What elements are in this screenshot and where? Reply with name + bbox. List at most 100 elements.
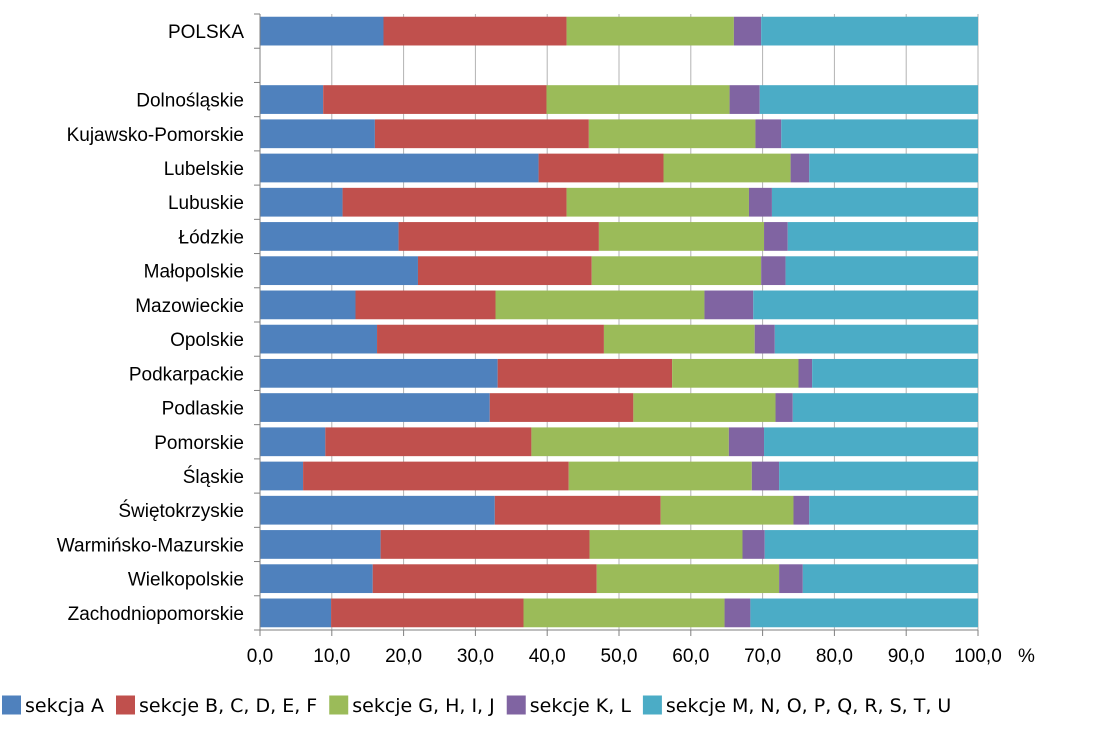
bar-segment <box>790 153 810 183</box>
bar-segment <box>260 564 373 594</box>
bar-segment <box>260 427 326 457</box>
x-tick-label: 70,0 <box>744 646 781 667</box>
legend-label: sekcja A <box>25 695 104 717</box>
bar-segment <box>538 153 664 183</box>
bar-segment <box>355 290 496 320</box>
category-label: Śląskie <box>183 466 244 488</box>
bar-segment <box>495 290 705 320</box>
bar-segment <box>260 119 375 149</box>
category-label: Małopolskie <box>144 262 244 283</box>
x-tick-label: 90,0 <box>888 646 925 667</box>
bar-segment <box>323 85 547 114</box>
bar-segment <box>260 393 490 422</box>
category-label: Łódzkie <box>179 227 245 248</box>
bar-segment <box>781 119 978 149</box>
bar-segment <box>494 495 661 525</box>
bar-segment <box>633 393 776 422</box>
bar-segment <box>497 358 673 388</box>
category-labels: POLSKA Dolnośląskie Kujawsko-Pomorskie Lube… <box>57 22 245 625</box>
bar-segment <box>260 256 418 286</box>
bar-segment <box>729 85 760 114</box>
bar-segment <box>546 85 730 114</box>
bar-segment <box>663 153 791 183</box>
bar-segment <box>523 598 725 628</box>
bar-segment <box>764 427 978 457</box>
category-label: Mazowieckie <box>135 296 244 317</box>
x-tick-label: 80,0 <box>816 646 853 667</box>
bar-segment <box>372 564 597 594</box>
legend-swatch <box>2 695 21 715</box>
bar-segment <box>489 393 634 422</box>
category-label: Świętokrzyskie <box>118 500 244 522</box>
bar-segment <box>325 427 532 457</box>
bar-segment <box>374 119 589 149</box>
bar-segment <box>764 222 788 251</box>
bar-segment <box>785 256 978 286</box>
bar-segment <box>764 530 978 559</box>
bar-segment <box>748 187 772 217</box>
x-tick-label: 10,0 <box>313 646 350 667</box>
legend-swatch <box>642 695 662 715</box>
bar-segment <box>566 187 749 217</box>
bar-segment <box>417 256 592 286</box>
bar-segment <box>779 461 978 491</box>
bar-segment <box>809 153 978 183</box>
bar-segment <box>724 598 751 628</box>
bar-segment <box>792 393 978 422</box>
bar-segment <box>260 530 381 559</box>
bar-segment <box>260 290 356 320</box>
bar-segment <box>793 495 810 525</box>
axes <box>254 13 979 636</box>
bar-segment <box>812 358 978 388</box>
category-label: Opolskie <box>170 330 244 351</box>
category-label: Lubelskie <box>164 159 244 180</box>
bar-segment <box>260 598 332 628</box>
x-tick-label: 30,0 <box>457 646 494 667</box>
bar-segment <box>660 495 794 525</box>
bar-segment <box>603 324 755 354</box>
bar-segment <box>751 461 780 491</box>
x-tick-label: 0,0 <box>247 646 273 667</box>
category-label: Kujawsko-Pomorskie <box>67 125 244 146</box>
bar-segment <box>787 222 978 251</box>
category-label: POLSKA <box>168 22 244 43</box>
bar-segment <box>761 256 786 286</box>
bar-segment <box>331 598 524 628</box>
category-label: Lubuskie <box>168 193 244 214</box>
bar-segment <box>260 495 495 525</box>
bar-segment <box>383 16 567 46</box>
bars <box>260 16 978 628</box>
bar-segment <box>733 16 762 46</box>
category-label: Zachodniopomorskie <box>68 604 244 625</box>
bar-segment <box>377 324 604 354</box>
bar-segment <box>260 187 343 217</box>
bar-segment <box>598 222 765 251</box>
category-label: Podkarpackie <box>129 364 244 385</box>
bar-segment <box>596 564 780 594</box>
bar-segment <box>260 461 304 491</box>
bar-segment <box>672 358 799 388</box>
bar-segment <box>704 290 754 320</box>
bar-segment <box>755 119 782 149</box>
bar-segment <box>771 187 978 217</box>
bar-segment <box>742 530 765 559</box>
gridlines <box>259 14 979 630</box>
category-label: Podlaskie <box>162 399 244 420</box>
bar-segment <box>398 222 599 251</box>
bar-segment <box>260 324 378 354</box>
bar-segment <box>809 495 978 525</box>
x-tick-label: 50,0 <box>601 646 638 667</box>
bar-segment <box>260 222 399 251</box>
bar-segment <box>588 119 756 149</box>
bar-segment <box>342 187 567 217</box>
bar-segment <box>754 324 775 354</box>
bar-segment <box>759 85 978 114</box>
legend: sekcja A sekcje B, C, D, E, F sekcje G, H,… <box>2 695 951 717</box>
legend-swatch <box>116 695 135 715</box>
legend-swatch <box>329 695 349 715</box>
x-tick-label: 100,0 <box>954 646 1002 667</box>
bar-segment <box>303 461 569 491</box>
legend-label: sekcje K, L <box>530 695 632 717</box>
legend-label: sekcje G, H, I, J <box>352 695 495 717</box>
category-label: Wielkopolskie <box>128 570 244 591</box>
